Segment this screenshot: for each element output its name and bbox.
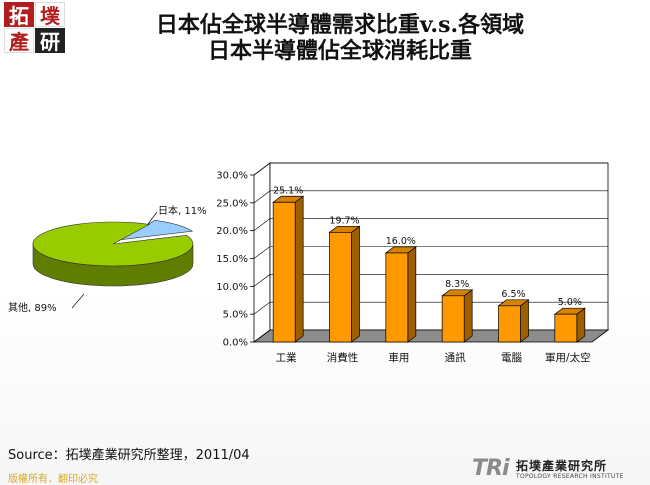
source-note: Source：拓墣產業研究所整理，2011/04 bbox=[8, 448, 250, 463]
bar-data-label: 19.7% bbox=[329, 215, 359, 226]
pie-data-label: 日本, 11% bbox=[158, 204, 207, 217]
bar-data-label: 8.3% bbox=[445, 279, 469, 290]
copyright-notice: 版權所有．翻印必究 bbox=[8, 474, 98, 485]
y-tick-label: 5.0% bbox=[223, 310, 248, 321]
brand-footer: TRi 拓墣產業研究所 TOPOLOGY RESEARCH INSTITUTE bbox=[472, 456, 648, 484]
brand-subtitle: TOPOLOGY RESEARCH INSTITUTE bbox=[516, 473, 624, 480]
y-tick-label: 30.0% bbox=[216, 171, 248, 182]
bar-data-label: 5.0% bbox=[558, 297, 582, 308]
x-category-label: 工業 bbox=[276, 351, 297, 364]
bar-side bbox=[520, 299, 529, 343]
pie-slice bbox=[118, 219, 194, 241]
bar-data-label: 25.1% bbox=[273, 185, 303, 196]
y-tick-label: 0.0% bbox=[223, 338, 248, 349]
pie-slice bbox=[32, 221, 194, 267]
x-category-label: 通訊 bbox=[445, 351, 466, 364]
y-tick-label: 10.0% bbox=[216, 282, 248, 293]
logo-tile-1: 拓 bbox=[4, 2, 34, 28]
slide-title-line-2: 日本半導體佔全球消耗比重 bbox=[207, 38, 472, 64]
bar-side bbox=[407, 246, 417, 343]
y-tick-label: 20.0% bbox=[216, 226, 248, 237]
bar-side bbox=[351, 225, 360, 343]
pie-chart: 日本, 11% 其他, 89% bbox=[8, 204, 207, 314]
bar-gridline bbox=[253, 301, 608, 315]
x-category-label: 電腦 bbox=[501, 351, 522, 364]
bar-gridline bbox=[253, 246, 608, 259]
bar-gridline bbox=[253, 190, 608, 204]
pie-leader-line bbox=[71, 293, 85, 309]
bar-side bbox=[294, 195, 304, 343]
pie-leader-line bbox=[147, 211, 158, 225]
brand-name: 拓墣產業研究所 bbox=[516, 459, 608, 473]
pie-data-label: 其他, 89% bbox=[8, 301, 57, 314]
bar-gridline bbox=[253, 162, 608, 176]
tri-logo: 拓 墣 產 研 bbox=[4, 2, 66, 54]
slide-title-line-1: 日本佔全球半導體需求比重v.s.各領域 bbox=[155, 12, 525, 38]
bar bbox=[498, 305, 521, 343]
logo-tile-4: 研 bbox=[35, 28, 65, 54]
bar-data-label: 16.0% bbox=[386, 236, 416, 247]
bar bbox=[385, 252, 409, 343]
bar-data-label: 6.5% bbox=[501, 289, 525, 300]
slide-title: 日本佔全球半導體需求比重v.s.各領域 日本半導體佔全球消耗比重 bbox=[80, 12, 600, 64]
bar bbox=[554, 313, 578, 343]
logo-tile-3: 產 bbox=[4, 28, 34, 54]
bar-gridline bbox=[253, 274, 608, 287]
x-category-label: 消費性 bbox=[327, 351, 359, 364]
bar-chart: 0.0% 5.0% 10.0% 15.0% 20.0% 25.0% 30.0% 25.1% 工業… bbox=[216, 162, 610, 364]
bar bbox=[272, 201, 296, 343]
brand-mark: TRi bbox=[472, 456, 509, 481]
logo-tile-2: 墣 bbox=[35, 2, 65, 28]
y-tick-label: 25.0% bbox=[216, 198, 248, 209]
bar-gridline bbox=[253, 218, 608, 231]
x-category-label: 軍用/太空 bbox=[545, 351, 591, 364]
x-category-label: 車用 bbox=[388, 351, 409, 364]
bar bbox=[441, 295, 465, 343]
bar bbox=[329, 231, 352, 343]
y-tick-label: 15.0% bbox=[216, 254, 248, 265]
bar-side bbox=[463, 289, 473, 343]
